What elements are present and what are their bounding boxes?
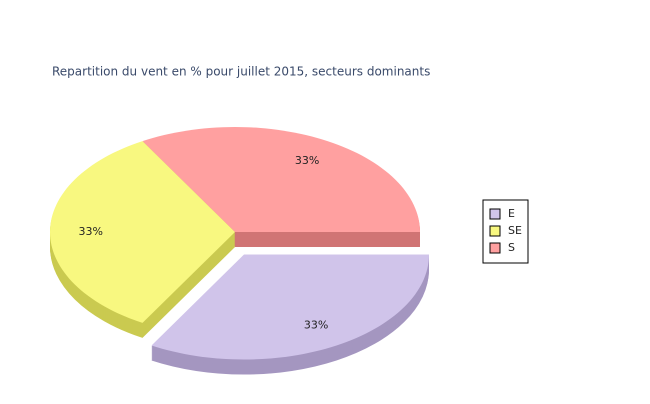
legend-label: SE	[508, 224, 522, 237]
data-label: 33%	[295, 154, 319, 167]
slice-group	[49, 141, 235, 338]
legend-swatch	[489, 242, 501, 254]
slice-group	[151, 254, 430, 375]
legend-swatch	[489, 225, 501, 237]
pie-slice	[151, 254, 429, 360]
legend-label: S	[508, 241, 515, 254]
data-label: 33%	[78, 225, 102, 238]
legend-swatch	[489, 208, 501, 220]
chart-title: Repartition du vent en % pour juillet 20…	[52, 65, 430, 79]
data-label: 33%	[304, 318, 328, 331]
legend-label: E	[508, 207, 515, 220]
pie-slice	[142, 127, 420, 232]
pie-slice	[50, 141, 235, 323]
